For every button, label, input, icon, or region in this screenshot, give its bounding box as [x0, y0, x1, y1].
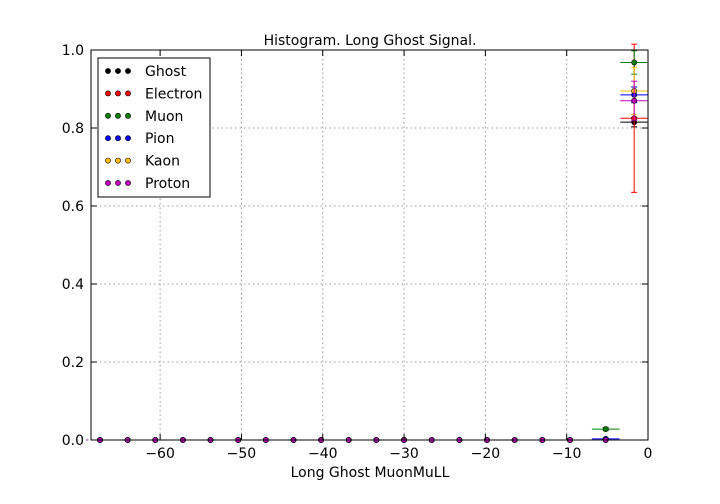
legend-marker	[115, 135, 121, 142]
legend-marker	[115, 157, 121, 164]
x-axis-title: Long Ghost MuonMuLL	[291, 465, 450, 481]
legend-marker	[115, 112, 121, 119]
legend-label: Electron	[145, 86, 202, 102]
legend-label: Muon	[145, 109, 183, 125]
x-tick-label: −30	[389, 446, 419, 462]
legend-marker	[125, 157, 131, 164]
legend-item-electron: Electron	[105, 86, 202, 102]
legend-box	[97, 57, 211, 198]
x-tick-label: −10	[552, 446, 582, 462]
legend-marker	[115, 90, 121, 97]
legend-marker	[105, 135, 111, 142]
legend-marker	[105, 68, 111, 74]
data-point	[631, 97, 638, 104]
x-tick-label: −20	[471, 446, 501, 462]
legend-marker	[105, 90, 111, 97]
legend-marker	[115, 68, 121, 74]
legend-item-proton: Proton	[105, 176, 190, 192]
legend-label: Kaon	[145, 154, 180, 170]
chart-title: Histogram. Long Ghost Signal.	[264, 33, 477, 49]
legend-marker	[115, 180, 121, 186]
x-tick-label: −60	[145, 446, 175, 462]
legend-marker	[125, 180, 131, 186]
x-tick-label: −50	[227, 446, 257, 462]
y-tick-label: 0.2	[62, 355, 84, 371]
x-tick-label: −40	[308, 446, 338, 462]
legend-marker	[125, 112, 131, 119]
legend-label: Ghost	[145, 64, 187, 80]
axis-ticks: −60 −50 −40 −30 −20 −10 0 0.0 0.2 0.4 0.6 0.8 1.0	[62, 43, 653, 462]
x-tick-label: 0	[644, 446, 653, 462]
grid	[91, 50, 648, 440]
legend-marker	[105, 157, 111, 164]
legend: Ghost Electron Muon Pion Kaon Proton	[97, 57, 211, 198]
legend-marker	[125, 68, 131, 74]
legend-label: Pion	[145, 131, 174, 147]
data-point	[602, 426, 609, 432]
legend-item-ghost: Ghost	[105, 64, 187, 80]
y-tick-label: 0.0	[62, 433, 84, 449]
y-tick-label: 0.4	[62, 277, 84, 293]
legend-label: Proton	[145, 176, 190, 192]
y-tick-label: 0.8	[62, 121, 84, 137]
y-tick-label: 1.0	[62, 43, 84, 59]
legend-marker	[105, 112, 111, 119]
legend-item-pion: Pion	[105, 131, 174, 147]
legend-marker	[125, 135, 131, 142]
legend-item-kaon: Kaon	[105, 154, 180, 170]
plot-frame	[90, 49, 649, 441]
data-point	[631, 59, 638, 66]
legend-marker	[125, 90, 131, 97]
legend-marker	[105, 180, 111, 186]
y-tick-label: 0.6	[62, 199, 84, 215]
legend-item-muon: Muon	[105, 109, 183, 125]
